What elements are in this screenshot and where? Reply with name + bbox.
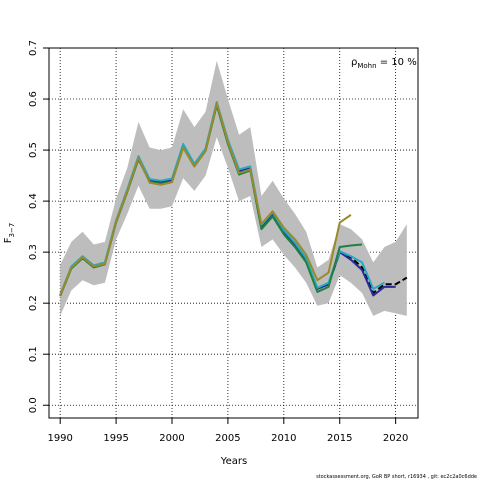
- y-tick-label: 0.2: [28, 295, 39, 311]
- x-tick-label: 1995: [103, 433, 128, 444]
- y-tick-label: 0.6: [28, 91, 39, 107]
- y-tick-label: 0.7: [28, 40, 39, 56]
- y-axis-title-subscript: 3−7: [8, 223, 16, 238]
- grid-lines: [49, 47, 418, 418]
- x-tick-label: 2015: [327, 433, 352, 444]
- x-axis: 1990 1995 2000 2005 2010 2015 2020: [47, 418, 408, 444]
- rho-value: = 10 %: [377, 57, 417, 68]
- y-tick-label: 0.3: [28, 244, 39, 260]
- series-line-4: [59, 102, 352, 296]
- x-tick-label: 1990: [47, 433, 72, 444]
- series-lines: [59, 101, 408, 297]
- rho-subscript: Mohn: [357, 62, 376, 70]
- y-tick-label: 0.5: [28, 142, 39, 158]
- x-tick-label: 2000: [159, 433, 184, 444]
- plot-frame: [48, 47, 419, 419]
- x-tick-label: 2010: [271, 433, 296, 444]
- y-tick-label: 0.0: [28, 397, 39, 413]
- y-axis-title: F3−7: [3, 223, 16, 244]
- y-tick-label: 0.4: [28, 193, 39, 209]
- x-axis-title: Years: [220, 456, 247, 467]
- x-tick-label: 2020: [383, 433, 408, 444]
- rho-symbol: ρ: [351, 57, 357, 68]
- y-axis: 0.0 0.1 0.2 0.3 0.4 0.5 0.6 0.7: [28, 40, 49, 413]
- source-footer: stockassessment.org, GoR BP short, r1693…: [316, 474, 477, 480]
- y-tick-label: 0.1: [28, 346, 39, 362]
- y-axis-title-main: F: [3, 237, 14, 243]
- mohn-rho-annotation: ρMohn = 10 %: [351, 57, 417, 70]
- x-tick-label: 2005: [215, 433, 240, 444]
